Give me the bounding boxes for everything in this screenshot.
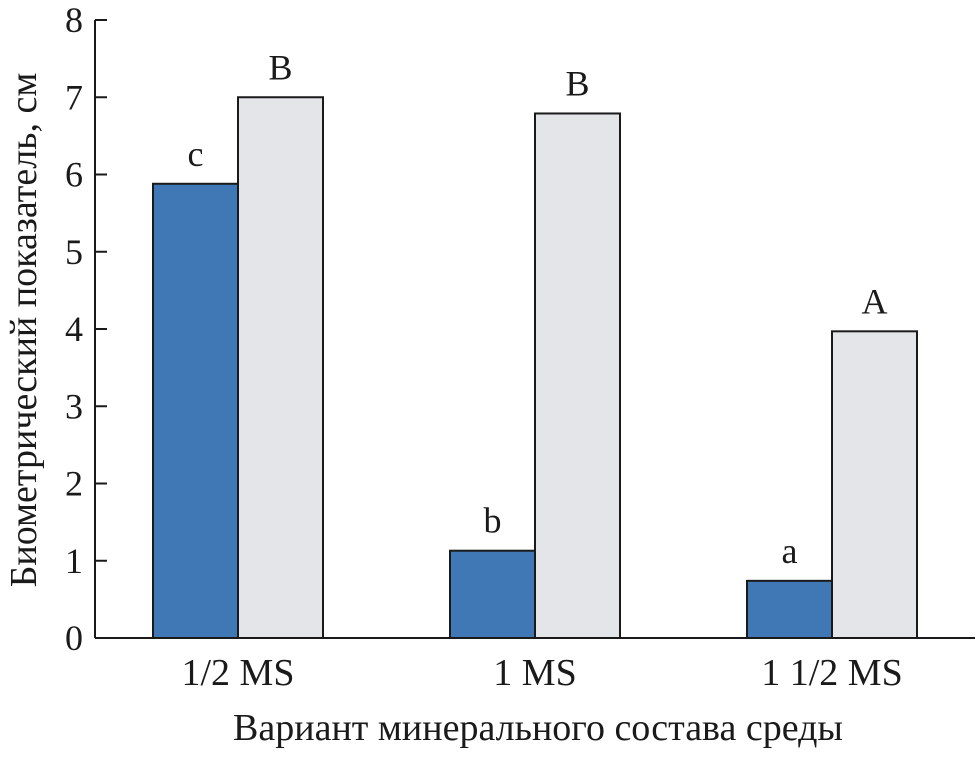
bar (237, 96, 324, 639)
y-ticks: 0 1 2 3 4 5 6 7 8 (65, 0, 107, 658)
bar-significance-letter: b (484, 501, 502, 541)
bar (831, 330, 918, 639)
bar-significance-letter: c (188, 134, 204, 174)
y-axis-title: Биометрический показатель, см (3, 73, 45, 588)
bar (746, 579, 833, 640)
y-tick-label: 8 (65, 0, 83, 40)
bar (449, 549, 536, 640)
x-category-label: 1 1/2 MS (761, 652, 902, 694)
y-tick-label: 1 (65, 541, 83, 581)
bar-significance-letter: B (565, 63, 589, 103)
bar (534, 112, 621, 640)
y-tick-label: 7 (65, 77, 83, 117)
y-tick-label: 3 (65, 386, 83, 426)
bar-significance-letter: B (268, 47, 292, 87)
bar (152, 182, 239, 640)
x-category-labels: 1/2 MS 1 MS 1 1/2 MS (182, 652, 903, 694)
bar-significance-letter: a (782, 531, 798, 571)
y-tick-label: 2 (65, 464, 83, 504)
bar-letters: c Bb Ba A (188, 47, 888, 571)
y-tick-label: 0 (65, 618, 83, 658)
bars (152, 96, 918, 640)
x-category-label: 1/2 MS (182, 652, 295, 694)
x-axis-title: Вариант минерального состава среды (233, 707, 843, 749)
y-tick-label: 4 (65, 309, 83, 349)
x-category-label: 1 MS (493, 652, 576, 694)
y-tick-label: 5 (65, 232, 83, 272)
y-tick-label: 6 (65, 155, 83, 195)
bar-significance-letter: A (862, 281, 888, 321)
